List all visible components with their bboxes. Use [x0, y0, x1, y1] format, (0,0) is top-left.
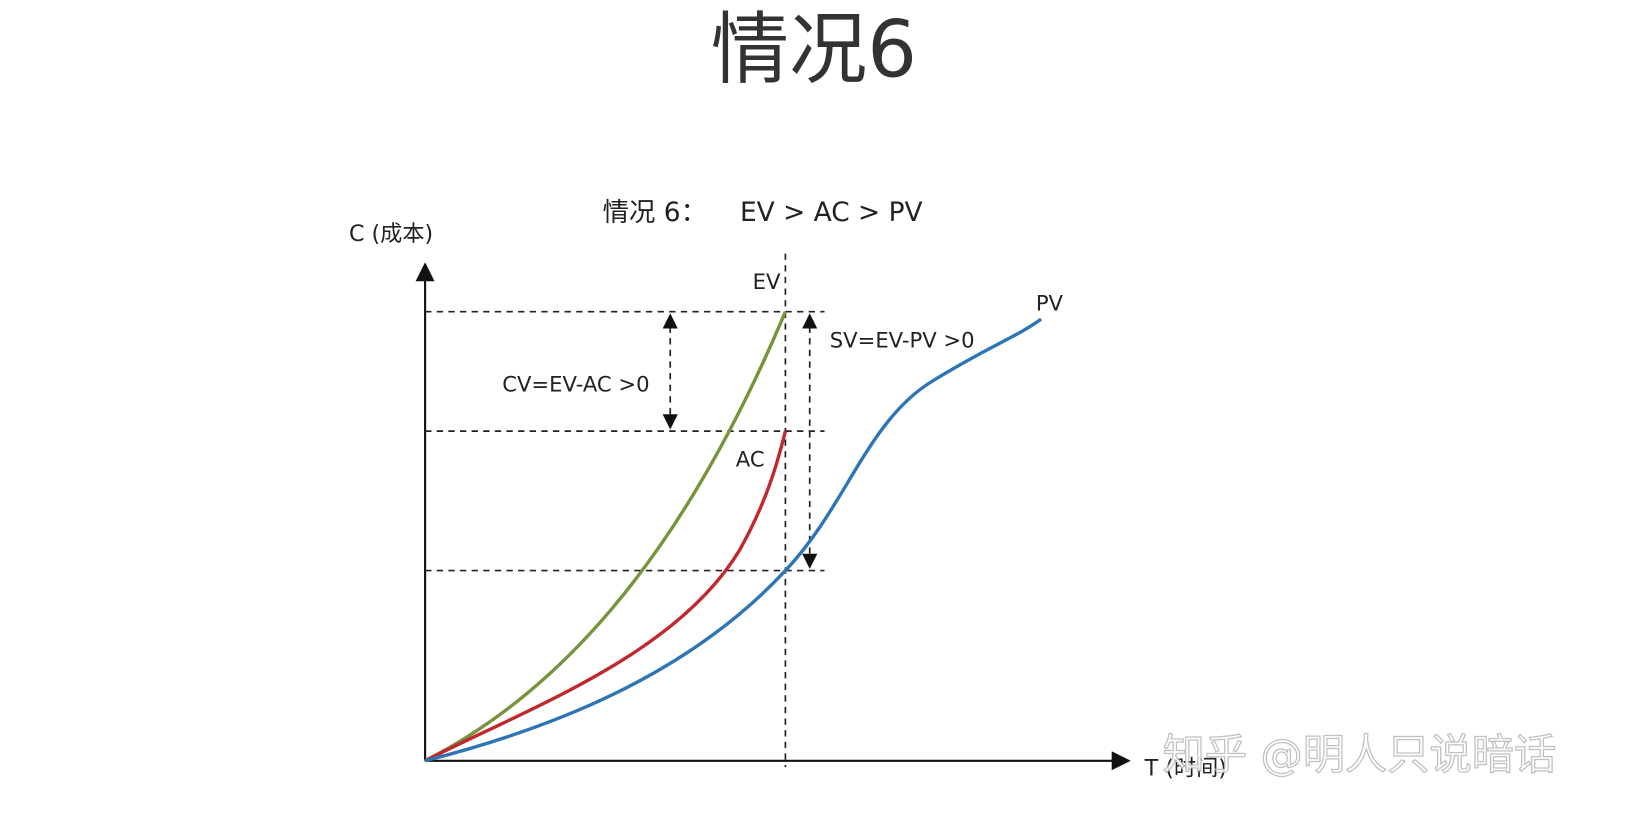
subtitle-prefix: 情况 6：	[603, 197, 707, 228]
x-axis-label: T (时间)	[1144, 756, 1227, 782]
y-axis-label: C (成本)	[349, 221, 433, 247]
curve-label: AC	[736, 447, 765, 472]
ac-curve	[424, 430, 788, 763]
sv-annotation: SV=EV-PV >0	[830, 327, 975, 352]
ev-curve	[424, 311, 787, 763]
cv-annotation: CV=EV-AC >0	[502, 372, 649, 397]
watermark: 知乎 @明人只说暗话	[1163, 730, 1557, 779]
curve-label: EV	[753, 269, 781, 294]
page-title: 情况6	[711, 4, 917, 95]
curve-label: PV	[1036, 290, 1064, 315]
pv-curve	[424, 317, 1043, 763]
subtitle: EV > AC > PV	[740, 197, 923, 228]
